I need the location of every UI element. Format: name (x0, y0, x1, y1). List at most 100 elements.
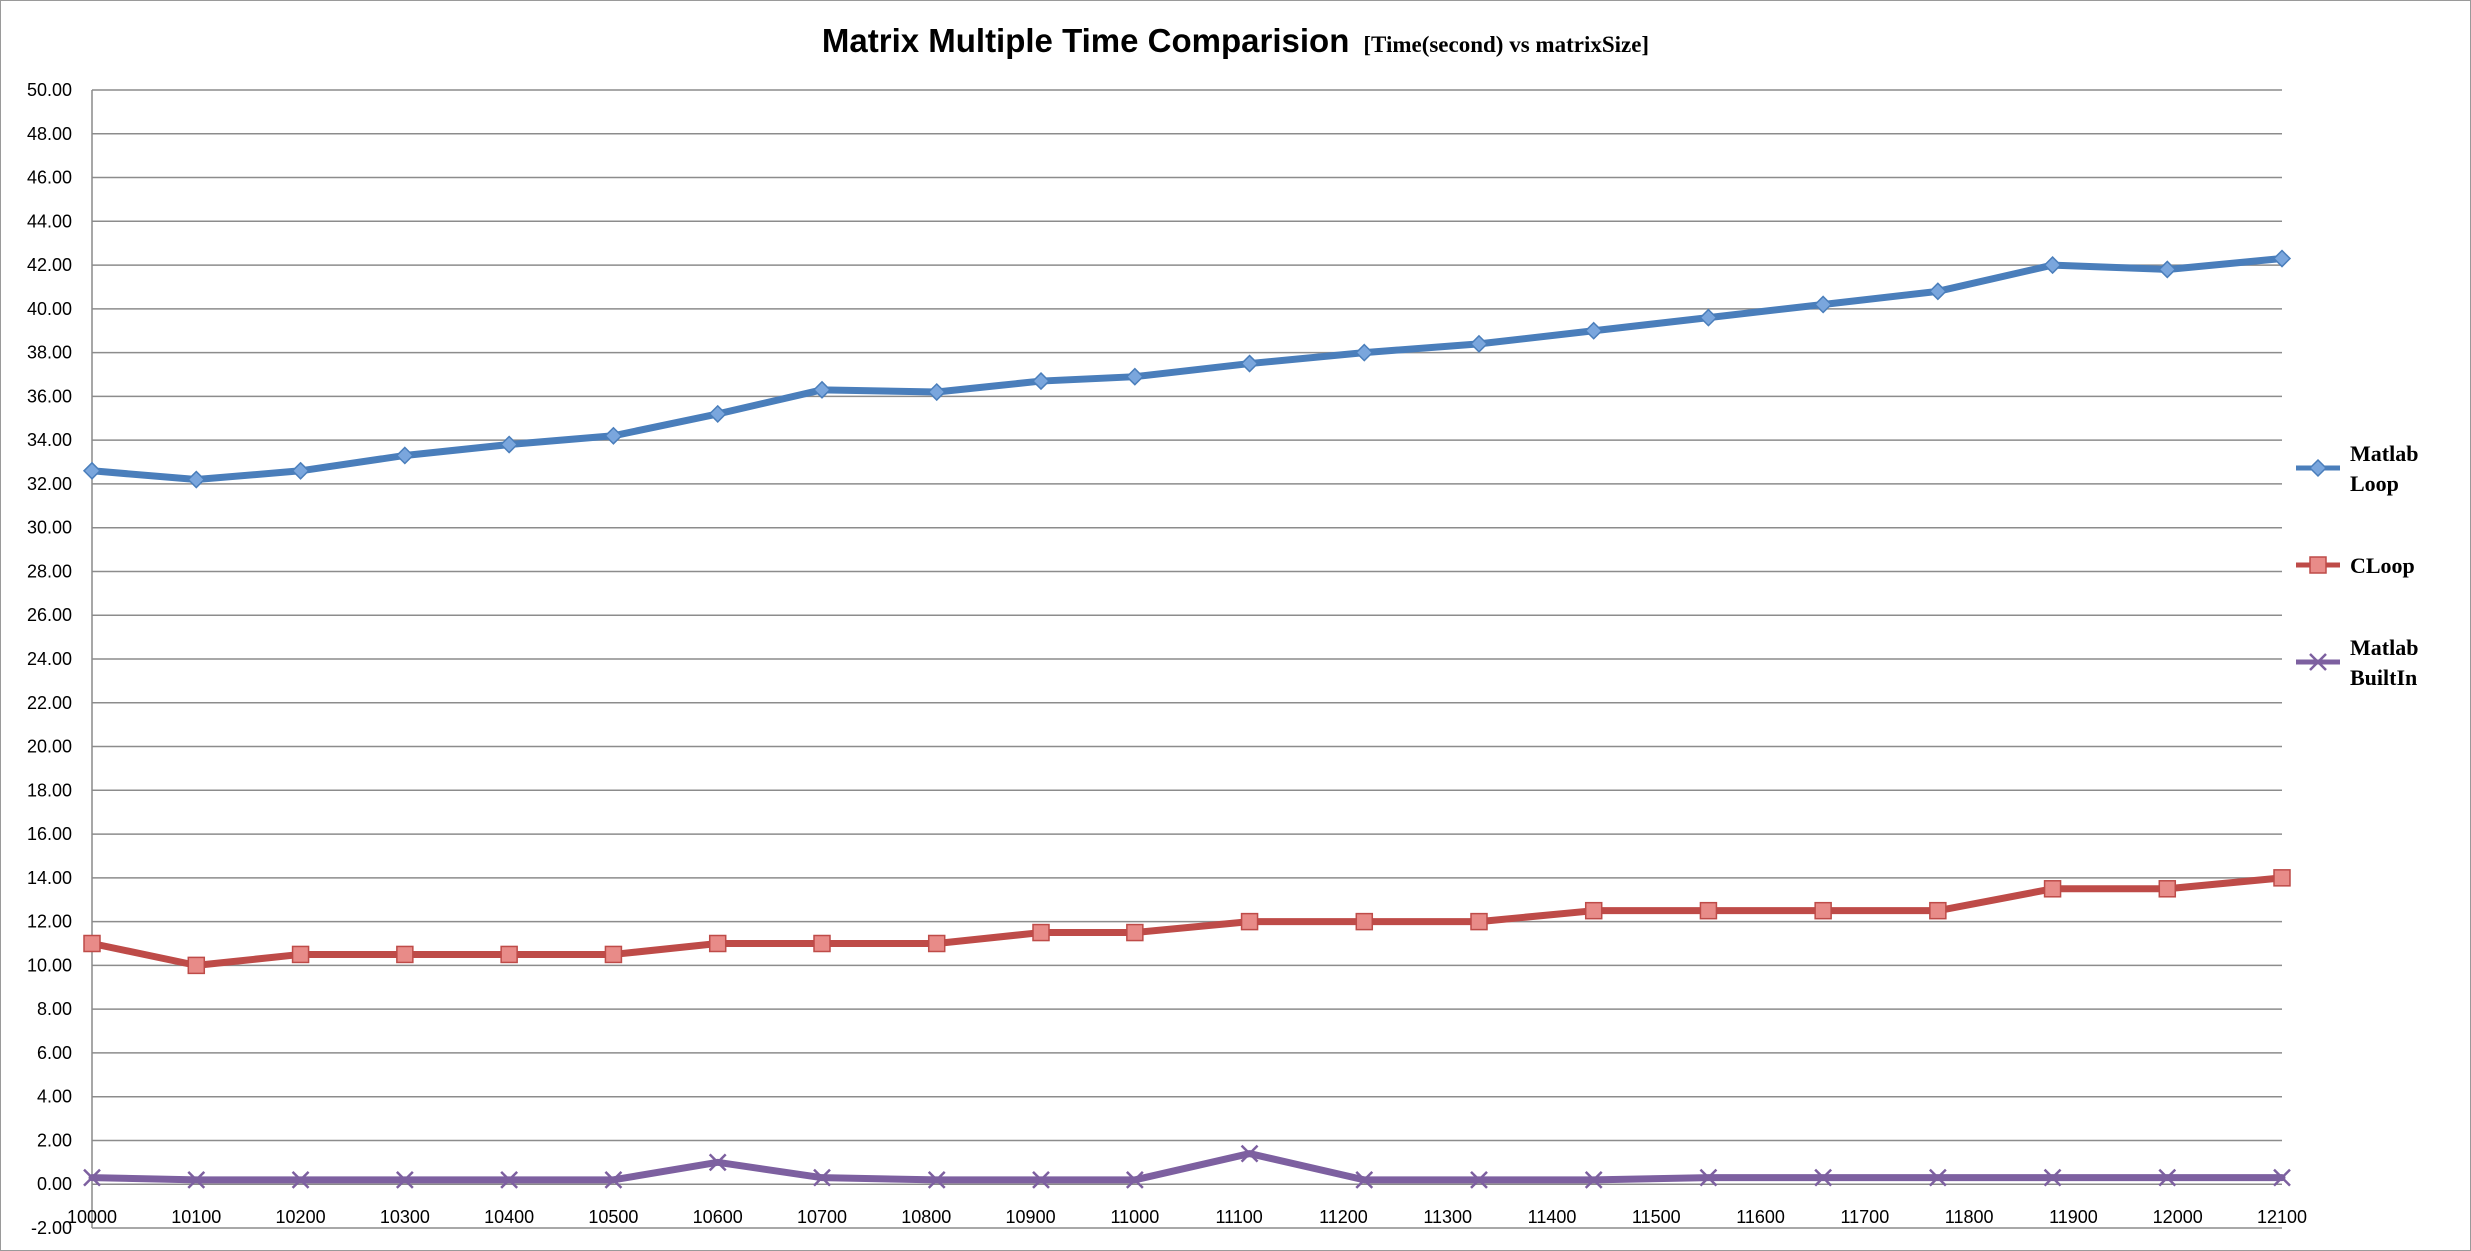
data-point-matlab-loop (187, 470, 206, 489)
data-point-matlab-loop (1355, 343, 1374, 362)
data-point-matlab-builtin (2273, 1168, 2291, 1187)
chart-title: Matrix Multiple Time Comparision (821, 22, 1350, 59)
data-point-matlab-loop (395, 446, 414, 465)
data-point-matlab-builtin (1699, 1168, 1718, 1187)
data-point-matlab-builtin (2043, 1168, 2062, 1187)
y-tick-label: 46.00 (27, 168, 72, 188)
data-point-matlab-builtin (187, 1170, 206, 1189)
data-point-matlab-loop (2043, 256, 2062, 275)
y-tick-label: 10.00 (27, 955, 72, 975)
y-tick-label: 34.00 (27, 430, 72, 450)
data-point-cloop (1240, 912, 1259, 931)
y-tick-label: 12.00 (27, 912, 72, 932)
y-tick-label: 8.00 (37, 999, 72, 1019)
data-point-matlab-loop (82, 461, 102, 480)
x-tick-label: 11800 (1945, 1207, 1994, 1227)
x-tick-label: 10100 (171, 1207, 221, 1227)
x-tick-label: 11600 (1736, 1207, 1785, 1227)
data-point-cloop (604, 945, 623, 964)
x-tick-label: 10200 (276, 1207, 326, 1227)
x-tick-label: 10400 (484, 1207, 534, 1227)
x-tick-label: 10600 (693, 1207, 743, 1227)
data-point-matlab-loop (291, 461, 310, 480)
x-tick-label: 11400 (1528, 1207, 1577, 1227)
y-tick-label: 22.00 (27, 693, 72, 713)
chart-title-block: Matrix Multiple Time Comparision [Time(se… (0, 22, 2471, 60)
data-point-matlab-builtin (1032, 1170, 1050, 1189)
y-tick-label: -2.00 (31, 1218, 72, 1238)
legend-label-matlab-builtin: Matlab (2350, 635, 2418, 660)
y-tick-label: 24.00 (27, 649, 72, 669)
x-tick-label: 11900 (2049, 1207, 2098, 1227)
data-point-matlab-builtin (813, 1168, 831, 1187)
y-tick-label: 20.00 (27, 737, 72, 757)
x-tick-label: 12100 (2257, 1207, 2307, 1227)
y-tick-label: 44.00 (27, 211, 72, 231)
data-point-cloop (927, 934, 946, 953)
x-tick-label: 11700 (1840, 1207, 1889, 1227)
data-point-cloop (1699, 901, 1718, 920)
data-point-matlab-loop (1469, 334, 1489, 353)
legend-marker-cloop (2309, 556, 2327, 574)
chart-subtitle: [Time(second) vs matrixSize] (1363, 32, 1650, 57)
data-point-matlab-loop (604, 426, 623, 445)
x-tick-label: 11000 (1110, 1207, 1159, 1227)
data-point-matlab-builtin (1125, 1170, 1144, 1189)
data-point-cloop (1355, 912, 1374, 931)
data-point-matlab-loop (1699, 308, 1718, 327)
x-tick-label: 11200 (1319, 1207, 1368, 1227)
data-point-cloop (1032, 923, 1050, 942)
data-point-matlab-loop (1928, 282, 1947, 301)
y-tick-label: 26.00 (27, 605, 72, 625)
data-point-matlab-builtin (2158, 1168, 2177, 1187)
data-point-matlab-loop (1240, 354, 1259, 373)
x-tick-label: 11300 (1423, 1207, 1472, 1227)
legend-label-cloop: CLoop (2350, 553, 2415, 578)
data-point-matlab-loop (927, 382, 946, 402)
x-tick-label: 10900 (1006, 1207, 1056, 1227)
series-line-matlab-builtin (88, 1150, 2286, 1184)
data-point-matlab-builtin (500, 1170, 519, 1189)
legend-marker-matlab-builtin (2309, 653, 2327, 671)
x-tick-label: 11500 (1632, 1207, 1681, 1227)
y-tick-label: 28.00 (27, 561, 72, 581)
data-point-matlab-builtin (291, 1170, 310, 1189)
y-tick-label: 18.00 (27, 780, 72, 800)
x-tick-label: 11100 (1215, 1207, 1262, 1227)
data-point-cloop (1470, 912, 1488, 931)
data-point-matlab-loop (500, 435, 519, 454)
data-point-cloop (1584, 901, 1603, 920)
data-point-cloop (2273, 869, 2291, 887)
data-point-cloop (708, 934, 727, 953)
x-tick-label: 10700 (797, 1207, 847, 1227)
y-tick-label: 50.00 (27, 80, 72, 100)
data-point-matlab-loop (708, 404, 727, 423)
y-tick-label: 48.00 (27, 124, 72, 144)
data-point-matlab-builtin (1928, 1168, 1947, 1187)
data-point-cloop (500, 945, 518, 964)
data-point-matlab-builtin (1584, 1170, 1603, 1189)
y-tick-label: 40.00 (27, 299, 72, 319)
y-tick-label: 42.00 (27, 255, 72, 275)
x-tick-label: 10800 (901, 1207, 951, 1227)
y-tick-label: 16.00 (27, 824, 72, 844)
y-tick-label: 4.00 (37, 1087, 72, 1107)
data-point-cloop (1814, 901, 1832, 920)
data-point-matlab-builtin (1814, 1168, 1833, 1187)
y-tick-label: 38.00 (27, 343, 72, 363)
data-point-cloop (813, 934, 831, 953)
x-tick-label: 10000 (67, 1207, 117, 1227)
data-point-matlab-builtin (395, 1170, 414, 1189)
y-tick-label: 0.00 (37, 1174, 72, 1194)
data-point-matlab-loop (1031, 372, 1051, 391)
y-tick-label: 30.00 (27, 518, 72, 538)
data-point-cloop (396, 945, 414, 964)
data-point-matlab-loop (2272, 249, 2292, 268)
x-tick-label: 10500 (588, 1207, 638, 1227)
y-tick-label: 32.00 (27, 474, 72, 494)
data-point-cloop (1126, 923, 1144, 942)
data-point-matlab-builtin (708, 1153, 727, 1172)
y-tick-label: 6.00 (37, 1043, 72, 1063)
y-tick-label: 2.00 (37, 1130, 72, 1150)
